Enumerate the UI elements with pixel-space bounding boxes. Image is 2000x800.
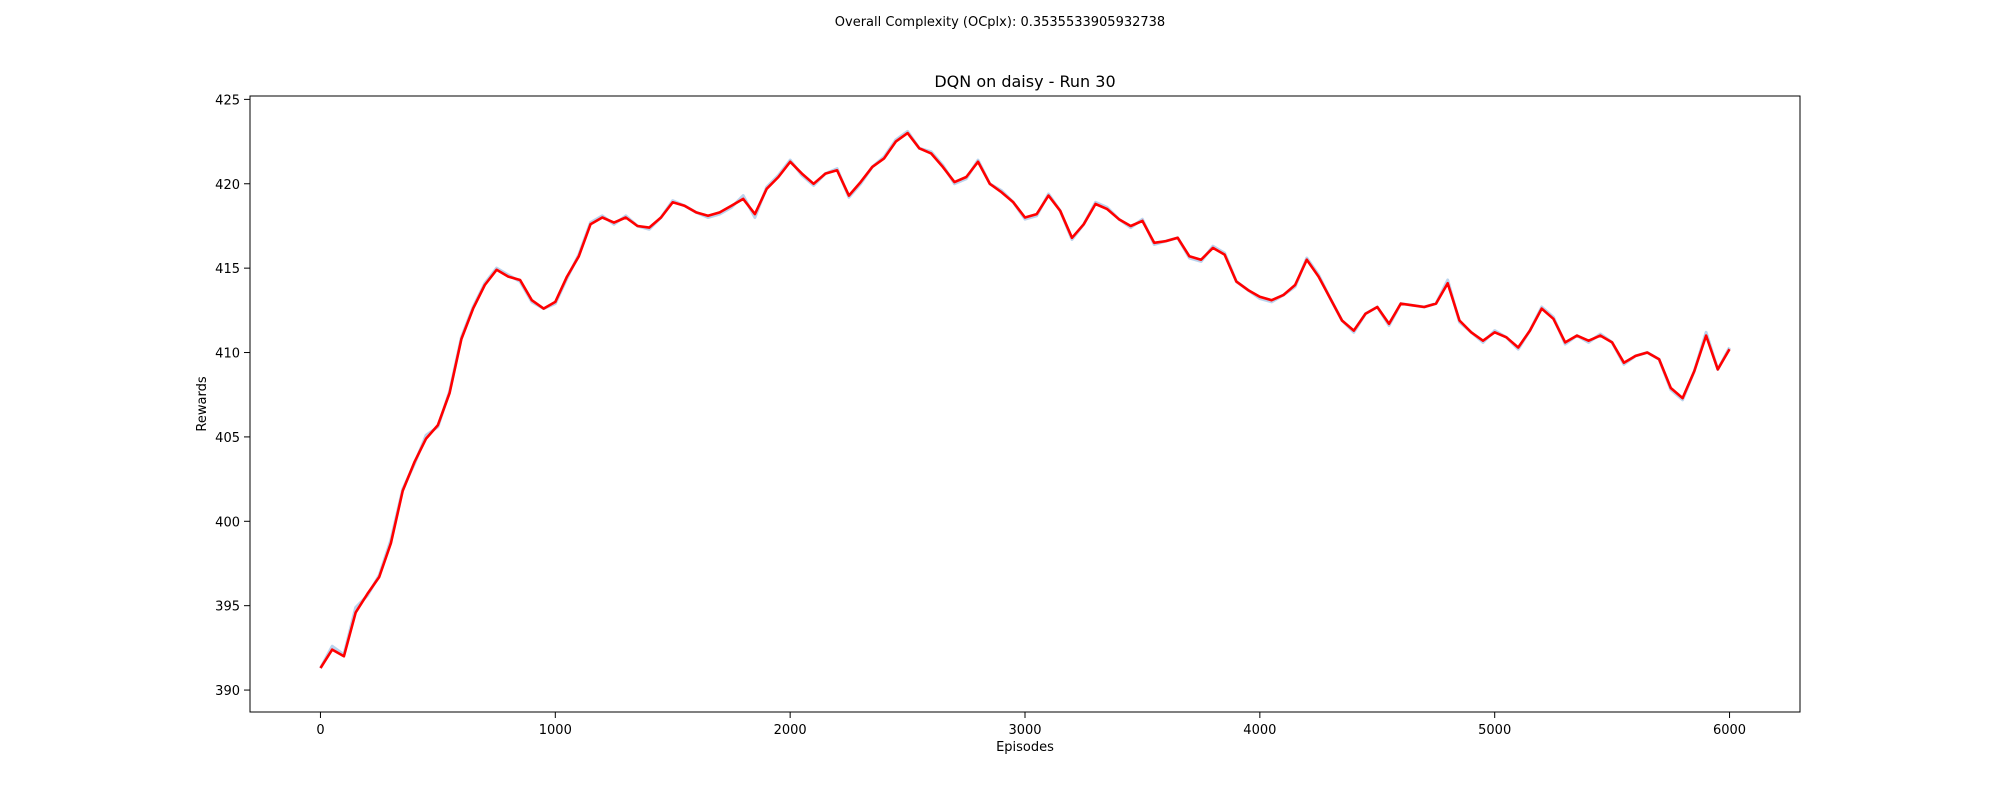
- x-tick-label: 0: [316, 723, 324, 738]
- x-tick-label: 6000: [1713, 723, 1746, 738]
- y-tick-label: 415: [215, 262, 240, 277]
- plot-area: [319, 129, 1731, 669]
- y-tick-label: 400: [215, 515, 240, 530]
- x-tick-label: 1000: [539, 723, 572, 738]
- raw-rewards-line: [319, 129, 1731, 669]
- y-tick-label: 395: [215, 600, 240, 615]
- y-tick-label: 425: [215, 93, 240, 108]
- y-tick-label: 390: [215, 684, 240, 699]
- chart-title: DQN on daisy - Run 30: [934, 72, 1115, 91]
- figure-suptitle: Overall Complexity (OCplx): 0.3535533905…: [835, 15, 1165, 30]
- y-tick-label: 410: [215, 347, 240, 362]
- x-axis: 0 1000 2000 3000 4000 5000 6000: [316, 712, 1746, 738]
- x-tick-label: 3000: [1008, 723, 1041, 738]
- x-tick-label: 4000: [1243, 723, 1276, 738]
- smoothed-rewards-line: [319, 131, 1731, 669]
- x-tick-label: 2000: [774, 723, 807, 738]
- y-tick-label: 420: [215, 178, 240, 193]
- x-axis-label: Episodes: [996, 740, 1054, 755]
- y-tick-label: 405: [215, 431, 240, 446]
- y-axis: 390 395 400 405 410 415 420 425: [215, 93, 250, 699]
- x-tick-label: 5000: [1478, 723, 1511, 738]
- axes-frame: [249, 95, 1801, 713]
- y-axis-label: Rewards: [195, 376, 210, 431]
